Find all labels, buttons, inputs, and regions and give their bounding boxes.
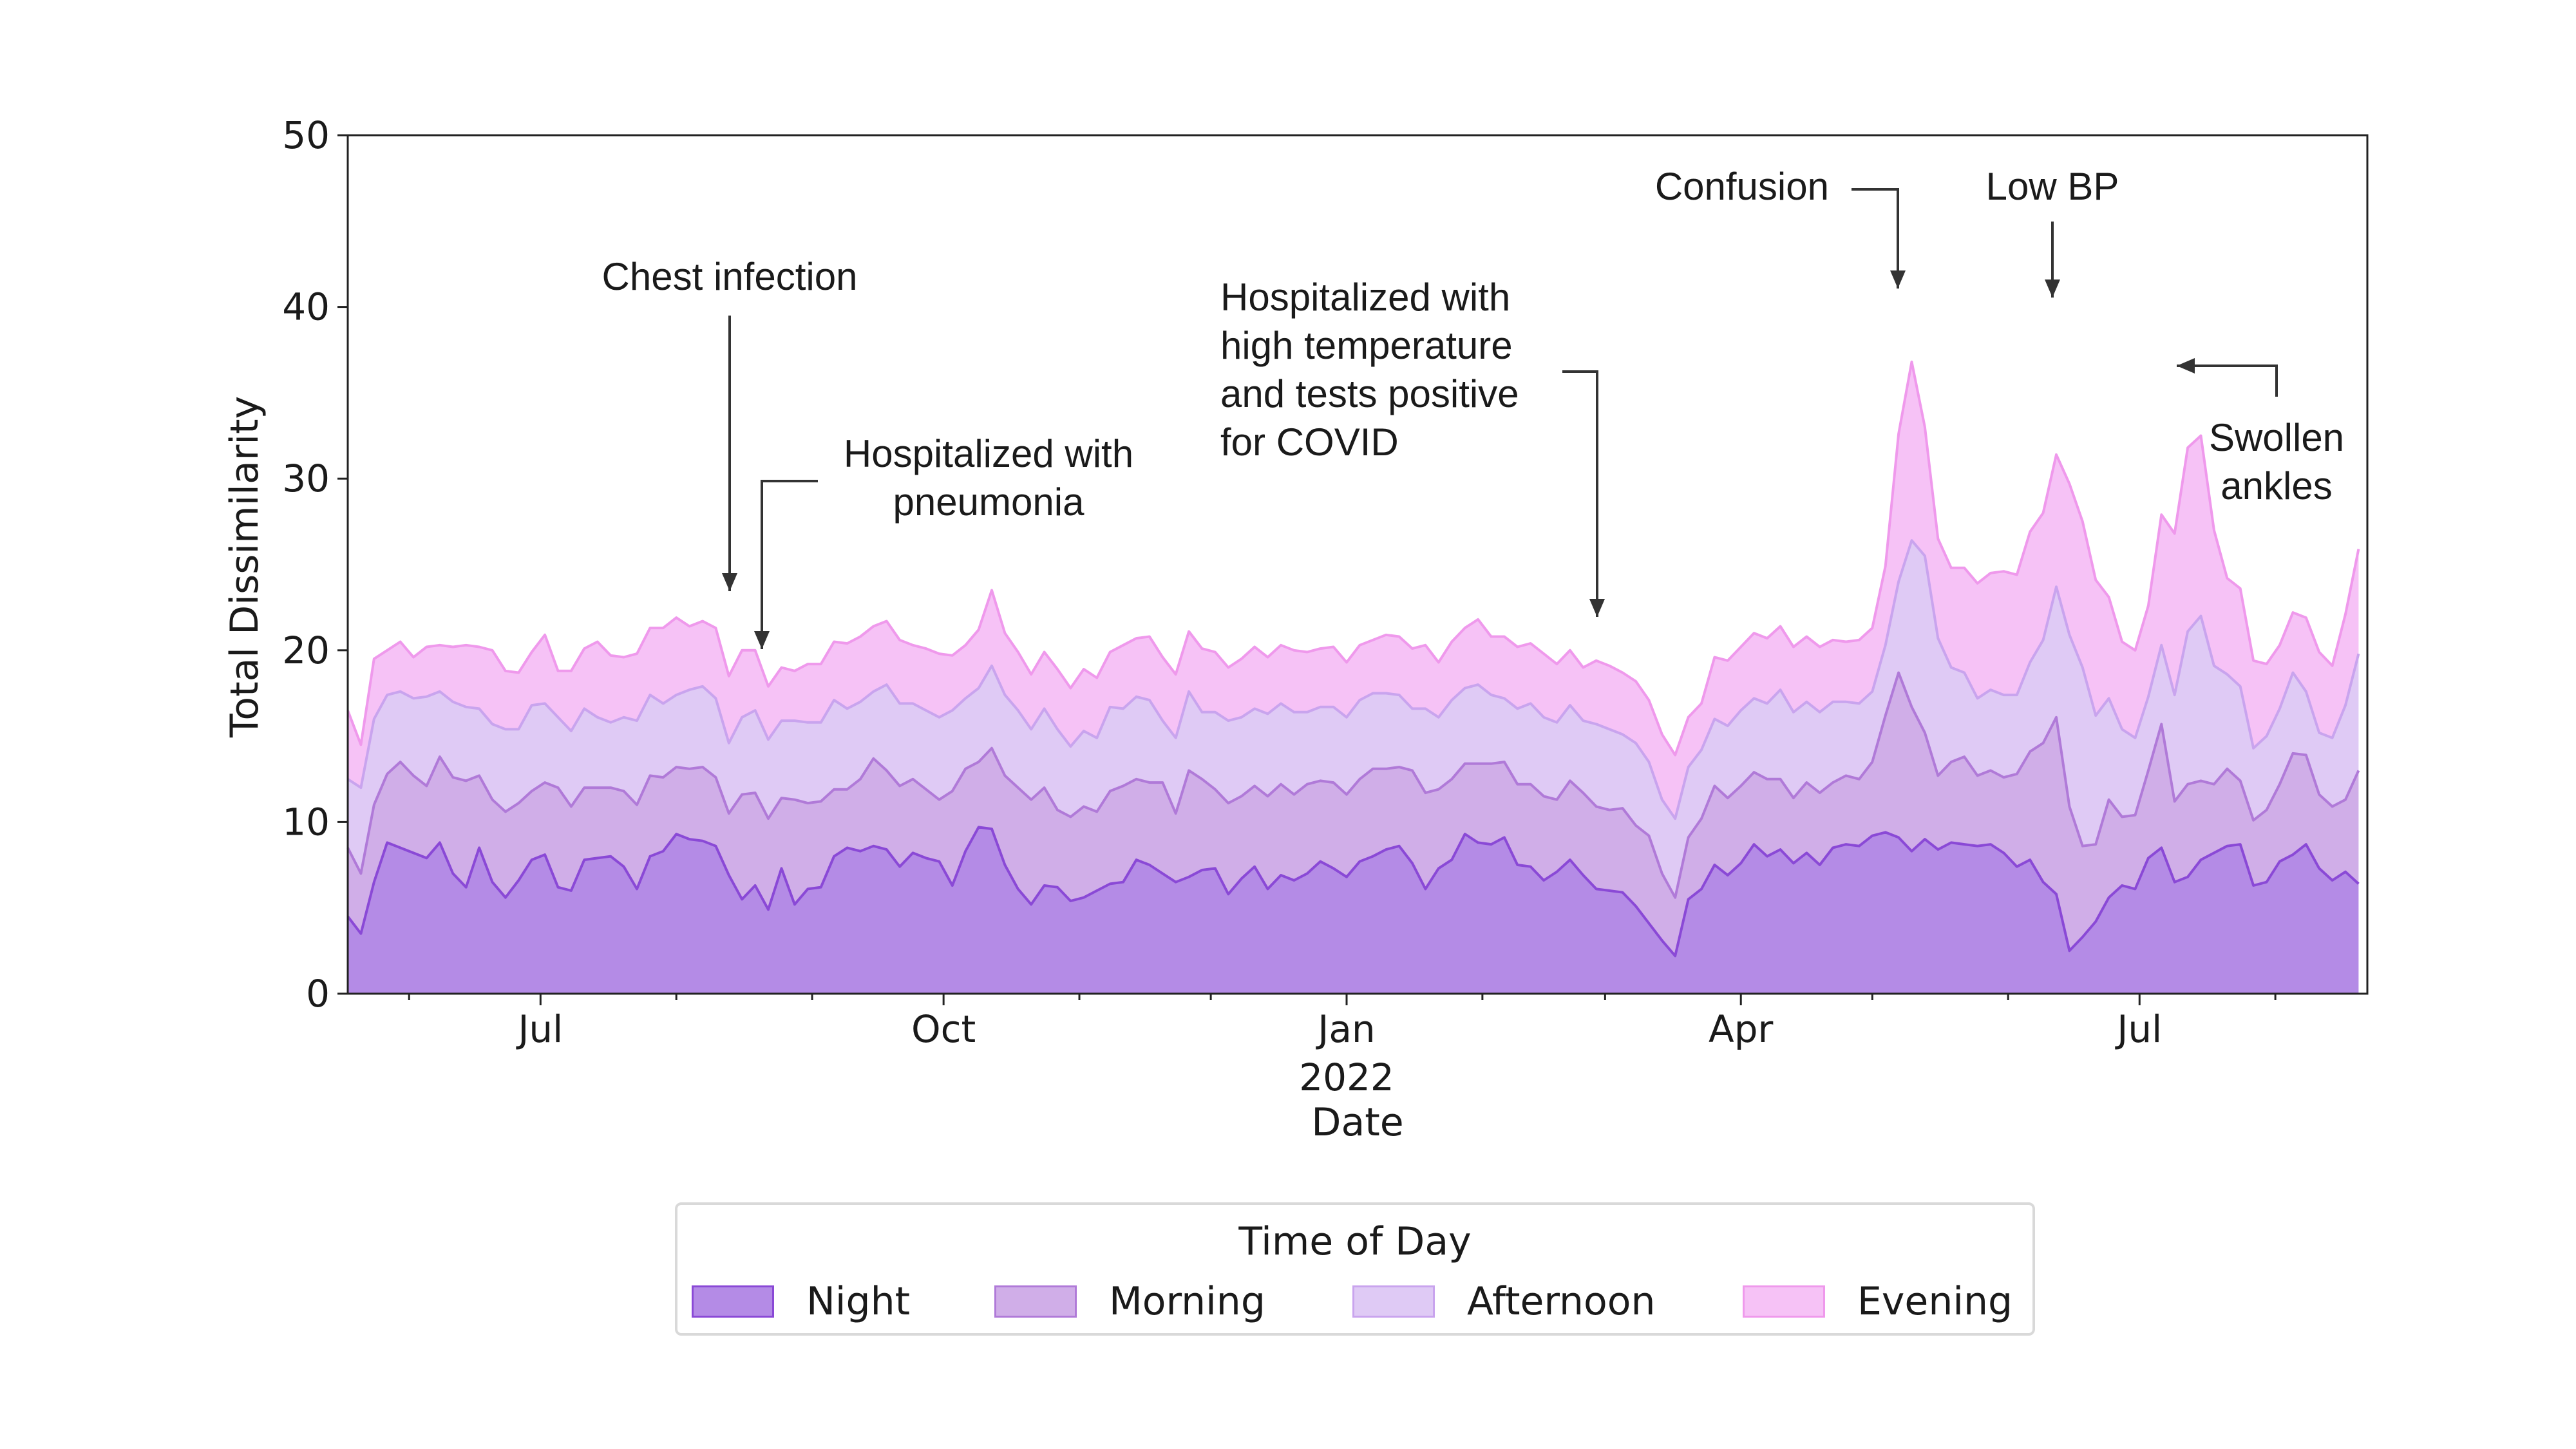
legend-swatch-morning	[994, 1285, 1077, 1318]
annotation-text: Hospitalized with	[844, 432, 1133, 475]
annotation-text: Swollen	[2209, 416, 2344, 459]
legend-item-night: Night	[692, 1276, 910, 1327]
annotation-2: Hospitalized with pneumonia	[754, 432, 1133, 649]
area-morning	[348, 672, 2359, 956]
annotation-1: Chest infection	[602, 255, 858, 591]
y-tick-label: 20	[282, 629, 330, 672]
legend: Time of Day Night Morning Afternoon Even…	[675, 1202, 2035, 1336]
legend-label-night: Night	[806, 1279, 911, 1324]
annotation-text: ankles	[2221, 464, 2332, 507]
x-tick-label: Jul	[2115, 1007, 2162, 1051]
x-tick-year-label: 2022	[1299, 1056, 1394, 1099]
annotation-text: Confusion	[1655, 165, 1829, 208]
legend-swatch-evening	[1743, 1285, 1825, 1318]
y-tick-label: 10	[282, 800, 330, 844]
legend-swatch-night	[692, 1285, 774, 1318]
annotation-text: Low BP	[1986, 165, 2119, 208]
annotation-arrow-line	[761, 480, 818, 649]
x-tick-label: Apr	[1709, 1007, 1773, 1051]
annotation-arrow-head	[1890, 270, 1906, 289]
area-evening	[348, 361, 2359, 819]
legend-label-afternoon: Afternoon	[1467, 1279, 1656, 1324]
legend-item-evening: Evening	[1743, 1276, 2012, 1327]
y-axis-label: Total Dissimilarity	[222, 396, 267, 738]
annotation-arrow-head	[2045, 279, 2060, 298]
annotation-arrow-head	[1589, 599, 1605, 617]
legend-label-evening: Evening	[1857, 1279, 2013, 1324]
area-layers	[348, 361, 2359, 994]
annotation-6: Swollen ankles	[2177, 358, 2344, 507]
y-tick-label: 40	[282, 285, 330, 329]
annotation-5: Low BP	[1986, 165, 2119, 298]
annotation-text: pneumonia	[893, 480, 1085, 524]
event-annotations: Chest infection Hospitalized with pneumoni…	[602, 165, 2344, 649]
x-tick-label: Jan	[1316, 1007, 1375, 1051]
stacked-area-chart: 0 10 20 30 40 50 Jul Oct Jan 2022 Apr Jul Date Tot…	[222, 113, 2369, 1145]
x-axis: Jul Oct Jan 2022 Apr Jul	[408, 994, 2277, 1099]
legend-item-morning: Morning	[994, 1276, 1265, 1327]
area-afternoon	[348, 540, 2359, 898]
legend-label-morning: Morning	[1109, 1279, 1265, 1324]
annotation-arrow-line	[2177, 365, 2278, 397]
annotation-4: Confusion	[1655, 165, 1906, 289]
annotation-arrow-head	[754, 631, 770, 649]
plot-frame	[346, 134, 2369, 995]
y-tick-label: 30	[282, 457, 330, 500]
line-evening	[346, 360, 2360, 757]
y-axis: 0 10 20 30 40 50	[282, 113, 348, 1016]
annotation-text: Chest infection	[602, 255, 858, 298]
line-morning	[346, 671, 2360, 899]
legend-item-afternoon: Afternoon	[1352, 1276, 1656, 1327]
y-tick-label: 0	[306, 972, 330, 1016]
x-tick-label: Jul	[516, 1007, 563, 1051]
area-night	[348, 827, 2359, 994]
annotation-text: high temperature	[1220, 324, 1513, 367]
annotation-text: and tests positive	[1220, 372, 1519, 415]
series-outlines	[346, 360, 2360, 958]
legend-title: Time of Day	[1238, 1219, 1472, 1264]
annotation-arrow-head	[722, 573, 737, 591]
x-tick-label: Oct	[911, 1007, 976, 1051]
legend-swatch-afternoon	[1352, 1285, 1435, 1318]
line-afternoon	[346, 539, 2360, 820]
annotation-arrow-head	[2177, 358, 2195, 374]
legend-items: Night Morning Afternoon Evening	[677, 1276, 2032, 1327]
x-axis-label: Date	[1311, 1100, 1403, 1145]
annotation-text: Hospitalized with	[1220, 276, 1510, 319]
annotation-3: Hospitalized with high temperature and tes…	[1220, 276, 1605, 617]
annotation-text: for COVID	[1220, 421, 1399, 464]
annotation-arrow-line	[1562, 370, 1598, 617]
y-tick-label: 50	[282, 113, 330, 157]
annotation-arrow-line	[1852, 188, 1899, 289]
line-night	[346, 826, 2360, 958]
